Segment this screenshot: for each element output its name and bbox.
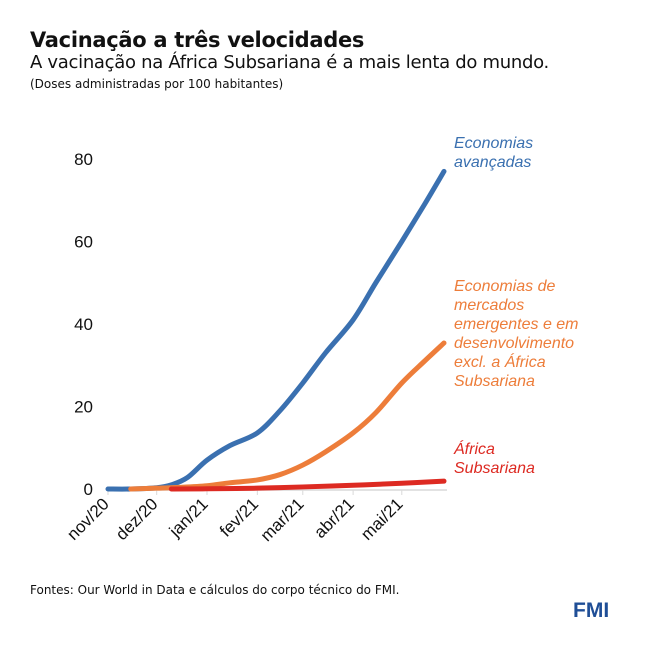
y-tick-label: 0 bbox=[84, 480, 93, 499]
series-line-1 bbox=[128, 340, 447, 492]
series-label-1: emergentes e em bbox=[454, 316, 579, 333]
y-tick-label: 40 bbox=[74, 315, 93, 334]
series-label-2: África bbox=[453, 439, 495, 458]
series-label-2: Subsariana bbox=[454, 460, 535, 477]
series-label-0: Economias bbox=[454, 135, 533, 152]
y-tick-label: 80 bbox=[74, 150, 93, 169]
fmi-logo: FMI bbox=[573, 599, 610, 622]
x-tick-label: nov/20 bbox=[63, 494, 113, 544]
x-tick-label: fev/21 bbox=[216, 494, 262, 540]
x-tick-label: mar/21 bbox=[257, 494, 308, 545]
series-label-0: avançadas bbox=[454, 154, 531, 171]
x-tick-label: dez/20 bbox=[112, 494, 162, 544]
unit-note: (Doses administradas por 100 habitantes) bbox=[30, 77, 284, 91]
series-label-1: desenvolvimento bbox=[454, 335, 574, 352]
x-tick-label: mai/21 bbox=[357, 494, 407, 544]
y-tick-label: 60 bbox=[74, 233, 93, 252]
series-label-1: Subsariana bbox=[454, 373, 535, 390]
chart-subtitle: A vacinação na África Subsariana é a mai… bbox=[30, 52, 549, 73]
x-tick-label: jan/21 bbox=[165, 494, 212, 541]
x-tick-label: abr/21 bbox=[310, 494, 358, 542]
series-line-2 bbox=[168, 478, 447, 492]
series-label-1: Economias de bbox=[454, 278, 555, 295]
source-note: Fontes: Our World in Data e cálculos do … bbox=[30, 583, 400, 597]
chart-title: Vacinação a três velocidades bbox=[30, 28, 365, 52]
series-label-1: excl. a África bbox=[454, 352, 546, 371]
y-tick-label: 20 bbox=[74, 398, 93, 417]
series-label-1: mercados bbox=[454, 297, 524, 314]
series-line-0 bbox=[105, 168, 447, 492]
